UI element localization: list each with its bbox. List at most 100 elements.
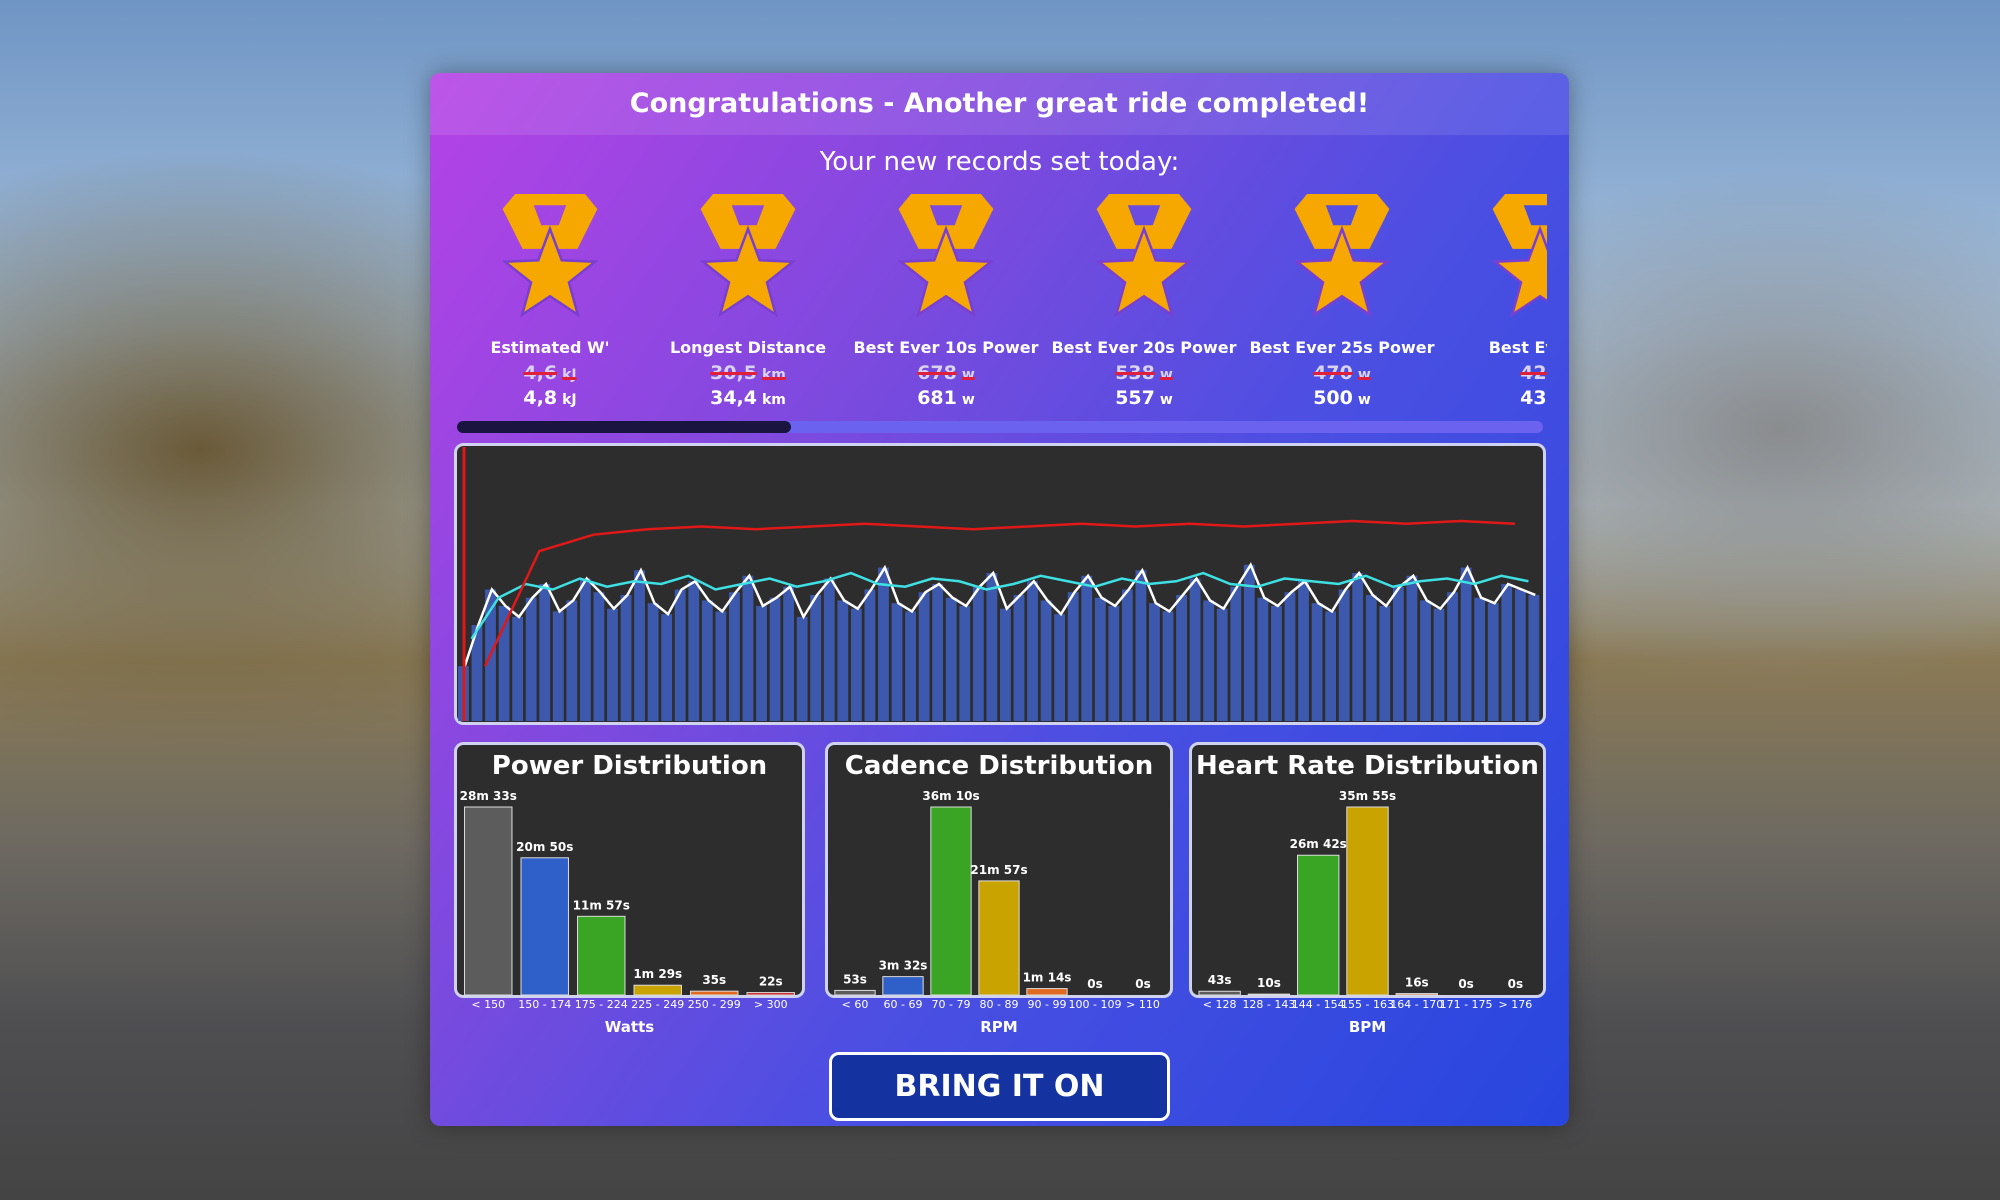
power-bar [796, 616, 808, 721]
record-unit: w [1159, 392, 1173, 408]
records-title: Your new records set today: [819, 147, 1180, 177]
power-bar [1216, 608, 1228, 721]
value-label: 0s [1458, 977, 1474, 991]
power-bar [1027, 581, 1038, 721]
power-bar [1189, 578, 1201, 721]
record-old-value: 424 [1520, 362, 1547, 384]
medal-shape [1295, 194, 1390, 315]
record-old-value: 30,5 [710, 362, 757, 384]
power-bar [1108, 605, 1120, 721]
distribution-bar [690, 990, 739, 996]
power-bar [864, 589, 876, 721]
power-bar [525, 597, 537, 721]
medal-shape [701, 194, 796, 315]
power-bar [1081, 575, 1093, 721]
power-bar [783, 586, 795, 721]
power-bar [593, 592, 605, 721]
distribution-chart: Power Distribution 28m 33s < 150 20m 50s 150… [454, 742, 805, 1036]
record-old: 538 w [1049, 362, 1239, 384]
distribution-bar [1247, 993, 1291, 996]
power-bar [756, 605, 767, 721]
category-label: < 128 [1203, 998, 1237, 1011]
x-axis-label: Watts [605, 1018, 654, 1036]
record-new: 557 w [1049, 387, 1239, 409]
record-unit: w [1357, 392, 1371, 408]
category-label: 150 - 174 [518, 998, 571, 1011]
medal-icon [1094, 194, 1194, 325]
distribution-bar [1395, 993, 1438, 996]
record-new-value: 34,4 [710, 387, 757, 409]
record-label: Best Ever 25s Power [1249, 338, 1435, 357]
record-new: 4,8 kJ [455, 387, 645, 409]
power-bar [607, 608, 618, 721]
record-unit: kJ [562, 367, 577, 383]
power-bar [1284, 592, 1296, 721]
value-label: 0s [1087, 977, 1103, 991]
category-label: 175 - 224 [575, 998, 628, 1011]
record-label: Longest Distance [669, 338, 827, 357]
record-new-value: 4,8 [523, 387, 558, 409]
value-label: 22s [759, 975, 783, 989]
distribution-bar [978, 880, 1020, 996]
category-label: 144 - 154 [1292, 998, 1345, 1011]
power-bar [1528, 594, 1540, 721]
power-bar [1325, 611, 1337, 721]
power-bar [972, 586, 984, 721]
power-bar [1365, 594, 1377, 721]
record-label: Best Ever 10s Power [853, 338, 1039, 357]
record-old: 424 [1445, 362, 1547, 384]
bring-it-on-button[interactable]: BRING IT ON [829, 1052, 1170, 1121]
record-item: Best Ever 25s Power 470 w 500 w [1247, 188, 1437, 428]
record-new: 34,4 km [653, 387, 843, 409]
power-bar [1311, 603, 1323, 721]
chart-title: Cadence Distribution [845, 751, 1153, 781]
record-old-value: 678 [917, 362, 957, 384]
value-label: 3m 32s [879, 959, 928, 973]
record-new-value: 557 [1115, 387, 1155, 409]
distribution-bar [1198, 990, 1241, 996]
chart-title: Heart Rate Distribution [1196, 751, 1539, 781]
medal-icon [698, 194, 798, 325]
cadence-line [470, 571, 1529, 640]
medal-shape [1493, 194, 1547, 315]
chart-title: Power Distribution [492, 751, 767, 781]
value-label: 1m 29s [633, 967, 682, 981]
record-new-value: 436 [1520, 387, 1547, 409]
power-bar [1013, 594, 1025, 721]
x-axis-label: BPM [1349, 1018, 1386, 1036]
power-bar [1243, 564, 1255, 721]
ride-chart [454, 443, 1546, 725]
value-label: 26m 42s [1290, 837, 1347, 851]
record-label: Estimated W' [490, 338, 610, 357]
power-bar [932, 584, 944, 721]
record-item: Estimated W' 4,6 kJ 4,8 kJ [455, 188, 645, 428]
header-title: Congratulations - Another great ride com… [430, 73, 1569, 135]
category-label: 225 - 249 [631, 998, 684, 1011]
category-label: 171 - 175 [1440, 998, 1493, 1011]
record-item: Best Ever 3 424 436 [1445, 188, 1547, 428]
medal-shape [503, 194, 598, 315]
category-label: 60 - 69 [884, 998, 923, 1011]
power-bar [1420, 600, 1431, 721]
record-new: 436 [1445, 387, 1547, 409]
power-bar [1094, 597, 1106, 721]
record-new-value: 681 [917, 387, 957, 409]
power-bar [1257, 597, 1269, 721]
power-bar [1162, 611, 1174, 721]
power-bar [918, 592, 930, 721]
power-bar [1501, 584, 1513, 721]
power-bar [945, 597, 957, 721]
category-label: 128 - 143 [1242, 998, 1295, 1011]
value-label: 0s [1508, 977, 1524, 991]
value-label: 10s [1257, 976, 1281, 990]
x-axis-label: RPM [980, 1018, 1017, 1036]
category-label: 80 - 89 [980, 998, 1019, 1011]
distribution-bar [930, 806, 972, 996]
power-bar [810, 594, 822, 721]
record-old: 30,5 km [653, 362, 843, 384]
record-label: Best Ever 20s Power [1051, 338, 1237, 357]
chart-frame [825, 742, 1173, 998]
power-bar [620, 594, 632, 721]
value-label: 1m 14s [1023, 971, 1072, 985]
